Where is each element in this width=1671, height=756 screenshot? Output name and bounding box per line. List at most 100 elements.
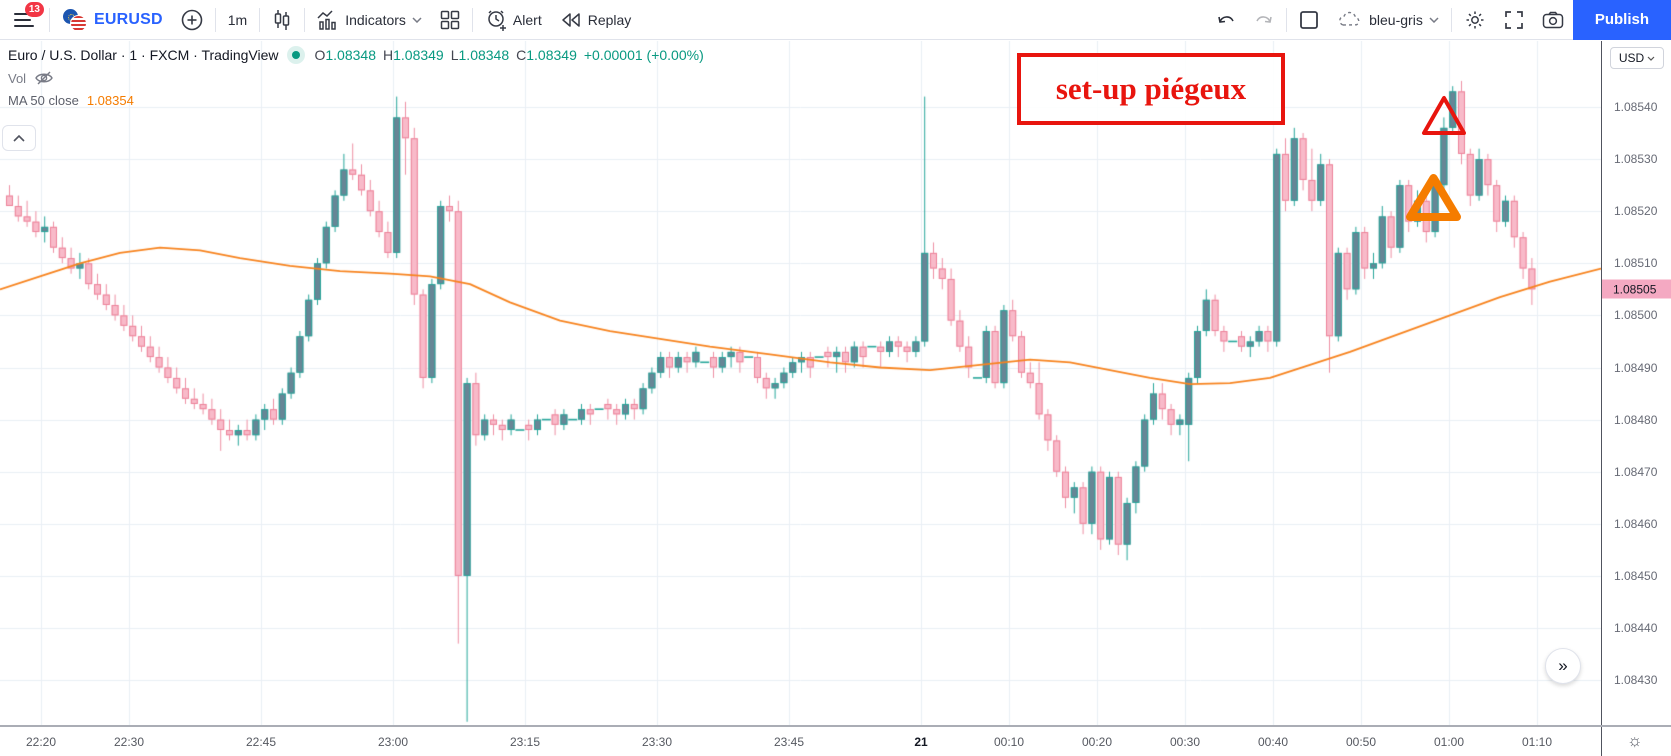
price-tick-label: 1.08470 [1614,464,1658,479]
time-tick-label: 01:00 [1433,735,1465,749]
time-tick-label: 00:20 [1081,735,1113,749]
gear-icon [1464,9,1486,31]
toolbar-separator [471,7,473,32]
ma-label[interactable]: MA 50 close [8,93,79,108]
chevron-down-icon [412,16,422,23]
alert-button[interactable]: Alert [476,0,551,40]
price-tick-label: 1.08480 [1614,412,1658,427]
candlestick-icon [272,9,292,31]
plus-circle-icon [181,9,203,31]
price-tick-label: 1.08510 [1614,256,1658,271]
fullscreen-icon [1504,10,1524,30]
setup-annotation-text: set-up piégeux [1055,71,1247,106]
fullscreen-button[interactable] [1495,0,1533,40]
time-tick-label: 00:10 [993,735,1025,749]
time-tick-label: 00:30 [1169,735,1201,749]
interval-label: 1m [227,11,248,28]
time-tick-label: 22:45 [245,735,277,749]
replay-button[interactable]: Replay [551,0,641,40]
camera-icon [1542,11,1564,29]
alert-label: Alert [512,11,542,28]
time-tick-label: 01:10 [1521,735,1553,749]
time-axis[interactable]: ☼ 22:20 22:30 22:45 23:00 23:15 23:30 23:45 21 0… [0,725,1671,756]
currency-label: USD [1618,51,1645,65]
single-layout-icon [1299,10,1319,30]
price-tick-label: 1.08490 [1614,360,1658,375]
double-chevron-right-icon: » [1558,656,1568,675]
ohlc-values: O1.08348 H1.08349 L1.08348 C1.08349 +0.0… [314,47,704,63]
currency-toggle-button[interactable]: USD [1610,47,1664,69]
redo-icon [1254,12,1274,28]
toolbar-separator [214,7,216,32]
time-tick-label: 23:30 [641,735,673,749]
undo-button[interactable] [1207,0,1245,40]
toolbar-separator [304,7,306,32]
replay-rewind-icon [560,11,582,29]
publish-button[interactable]: Publish [1572,0,1671,40]
toolbar-separator [259,7,261,32]
toolbar-separator [1450,7,1452,32]
price-tick-label: 1.08530 [1614,152,1658,167]
cloud-icon [1337,11,1363,29]
indicators-label: Indicators [345,11,406,28]
chevron-down-icon [1647,56,1655,61]
price-tick-label: 1.08450 [1614,568,1658,583]
chart-pane[interactable]: Euro / U.S. Dollar · 1 · FXCM · TradingV… [0,41,1601,725]
interval-button[interactable]: 1m [219,0,256,40]
select-layout-button[interactable] [1290,0,1328,40]
time-tick-label: 22:20 [25,735,57,749]
ma-value: 1.08354 [86,93,134,108]
time-tick-label: 00:40 [1257,735,1289,749]
time-tick-label: 23:45 [773,735,805,749]
market-status-dot[interactable] [292,51,301,59]
candlestick-canvas[interactable] [0,41,1601,725]
grid-icon [440,10,460,30]
price-axis[interactable]: USD 1.08505 1.08540 1.08530 1.08520 1.08510… [1601,41,1671,725]
main-menu-button[interactable]: 13 [0,0,46,40]
eye-off-icon[interactable] [34,70,54,86]
setup-annotation-box[interactable]: set-up piégeux [1017,53,1285,125]
chart-legend: Euro / U.S. Dollar · 1 · FXCM · TradingV… [8,47,704,108]
price-tick-label: 1.08460 [1614,516,1658,531]
top-toolbar: 13 EURUSD 1m [0,0,1671,40]
alarm-clock-plus-icon [485,9,507,31]
settings-button[interactable] [1455,0,1495,40]
cloud-layout-button[interactable]: bleu-gris [1328,0,1448,40]
chevron-down-icon [1429,16,1439,23]
symbol-title[interactable]: Euro / U.S. Dollar · 1 · FXCM · TradingV… [8,47,279,63]
undo-icon [1216,12,1236,28]
collapse-pane-button[interactable] [2,125,36,151]
compare-add-button[interactable] [172,0,212,40]
time-tick-label: 23:00 [377,735,409,749]
price-tick-label: 1.08520 [1614,204,1658,219]
symbol-button[interactable]: EURUSD [53,0,172,40]
price-tick-label: 1.08430 [1614,673,1658,688]
price-tick-label: 1.08500 [1614,308,1658,323]
indicators-button[interactable]: Indicators [308,0,431,40]
toolbar-separator [1286,7,1288,32]
time-tick-label: 23:15 [509,735,541,749]
time-tick-label: 00:50 [1345,735,1377,749]
redo-button[interactable] [1245,0,1283,40]
chart-style-button[interactable] [263,0,301,40]
replay-label: Replay [587,11,632,28]
snapshot-button[interactable] [1533,0,1573,40]
change-value: +0.00001 (+0.00%) [583,47,704,63]
axis-corner-separator [1601,727,1602,756]
time-tick-label: 22:30 [113,735,145,749]
price-tick-label: 1.08440 [1614,621,1658,635]
notification-badge: 13 [24,1,44,17]
goto-realtime-button[interactable]: » [1545,648,1581,684]
layout-grid-button[interactable] [431,0,469,40]
symbol-label: EURUSD [94,10,163,28]
toolbar-separator [49,7,50,32]
time-tick-label: 21 [914,735,928,749]
chevron-up-icon [13,134,25,142]
indicators-icon [317,9,339,30]
volume-label[interactable]: Vol [8,70,27,86]
last-price-tag: 1.08505 [1602,279,1671,299]
time-axis-settings-icon[interactable]: ☼ [1627,731,1643,750]
layout-name-label: bleu-gris [1369,11,1423,28]
price-tick-label: 1.08540 [1614,100,1658,114]
